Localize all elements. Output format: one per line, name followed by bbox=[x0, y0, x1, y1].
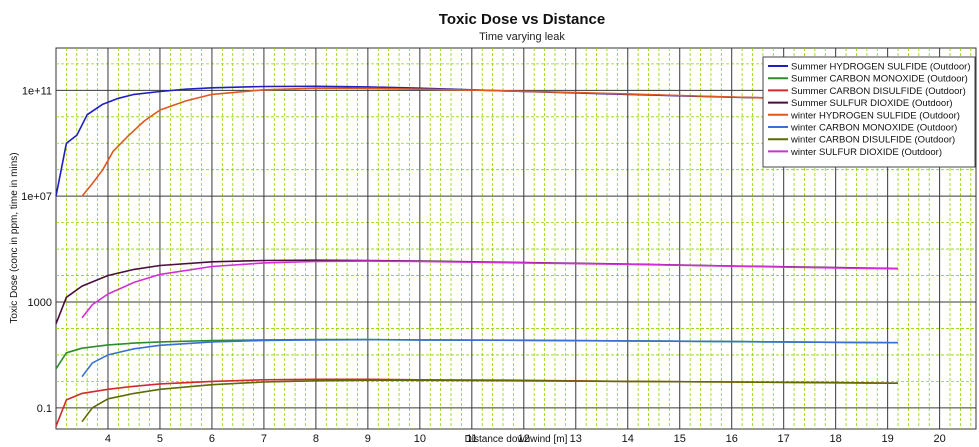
x-tick-label: 15 bbox=[674, 433, 686, 445]
x-tick-label: 13 bbox=[570, 433, 582, 445]
x-tick-label: 20 bbox=[933, 433, 945, 445]
legend-label: Summer CARBON MONOXIDE (Outdoor) bbox=[791, 74, 968, 85]
series-line-6 bbox=[81, 338, 899, 378]
legend-box bbox=[762, 56, 976, 168]
y-tick-label: 1e+07 bbox=[21, 191, 52, 203]
legend-label: winter CARBON MONOXIDE (Outdoor) bbox=[790, 123, 957, 134]
legend: Summer HYDROGEN SULFIDE (Outdoor)Summer … bbox=[762, 56, 976, 168]
x-tick-label: 16 bbox=[726, 433, 738, 445]
x-tick-label: 12 bbox=[518, 433, 530, 445]
chart-subtitle: Time varying leak bbox=[479, 31, 565, 43]
chart-title: Toxic Dose vs Distance bbox=[439, 11, 605, 28]
x-tick-label: 18 bbox=[830, 433, 842, 445]
x-tick-label: 6 bbox=[209, 433, 215, 445]
legend-label: Summer HYDROGEN SULFIDE (Outdoor) bbox=[791, 62, 970, 73]
legend-label: winter CARBON DISULFIDE (Outdoor) bbox=[790, 135, 955, 146]
series-layer bbox=[55, 85, 899, 427]
y-tick-labels: 1e+11 1e+07 1000 0.1 bbox=[21, 85, 52, 415]
y-tick-label: 0.1 bbox=[37, 403, 52, 415]
series-line-8 bbox=[81, 260, 899, 319]
y-tick-label: 1e+11 bbox=[22, 85, 52, 97]
x-tick-label: 7 bbox=[261, 433, 267, 445]
series-line-7 bbox=[81, 379, 899, 423]
x-tick-label: 14 bbox=[622, 433, 634, 445]
x-tick-label: 11 bbox=[466, 433, 477, 445]
y-tick-label: 1000 bbox=[28, 297, 52, 309]
legend-label: Summer SULFUR DIOXIDE (Outdoor) bbox=[791, 98, 953, 109]
x-tick-label: 4 bbox=[105, 433, 111, 445]
x-tick-label: 5 bbox=[157, 433, 163, 445]
x-axis-label: Distance downwind [m] bbox=[465, 434, 568, 445]
x-tick-label: 19 bbox=[882, 433, 894, 445]
x-tick-label: 9 bbox=[365, 433, 371, 445]
y-axis-label: Toxic Dose (conc in ppm, time in mins) bbox=[9, 152, 20, 323]
x-tick-label: 8 bbox=[313, 433, 319, 445]
series-line-5 bbox=[81, 87, 836, 197]
legend-label: Summer CARBON DISULFIDE (Outdoor) bbox=[791, 86, 966, 97]
legend-items: Summer HYDROGEN SULFIDE (Outdoor)Summer … bbox=[768, 62, 970, 158]
x-tick-label: 17 bbox=[778, 433, 790, 445]
x-tick-label: 10 bbox=[414, 433, 426, 445]
x-tick-labels: 4 5 6 7 8 9 10 11 12 13 14 15 16 17 18 19 20 bbox=[105, 433, 946, 445]
legend-label: winter SULFUR DIOXIDE (Outdoor) bbox=[790, 147, 942, 158]
legend-label: winter HYDROGEN SULFIDE (Outdoor) bbox=[790, 110, 960, 121]
minor-gridlines bbox=[56, 48, 976, 429]
